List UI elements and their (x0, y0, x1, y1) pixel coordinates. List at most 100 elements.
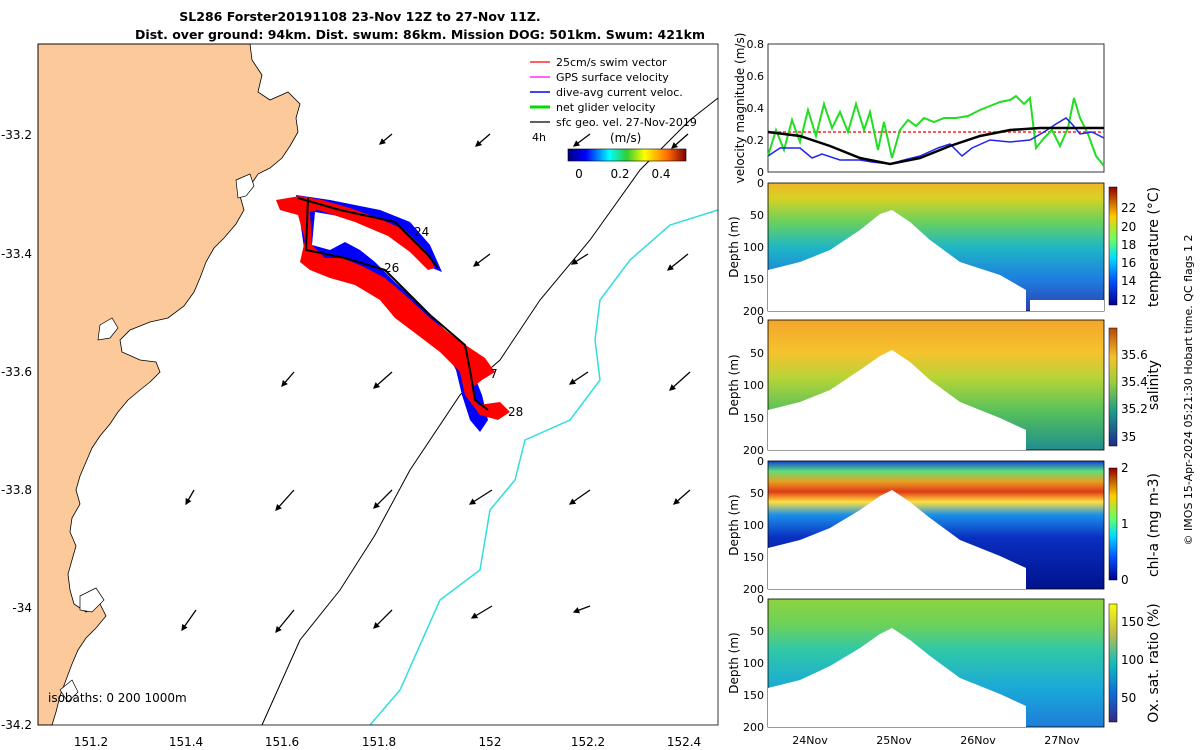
colorbar-tick: 0.4 (651, 167, 670, 181)
cbar-tick: 2 (1121, 461, 1129, 475)
depth-tick: 0 (757, 593, 764, 606)
lat-tick: -33.8 (1, 483, 32, 497)
geo-arrow (669, 371, 691, 391)
legend-label-swim: 25cm/s swim vector (556, 56, 667, 69)
salinity-clabel: salinity (1146, 360, 1162, 410)
day-marker-28: 28 (508, 405, 523, 419)
lon-tick: 151.4 (169, 735, 203, 749)
imos-footer: © IMOS 15-Apr-2024 05:21:30 Hobart time.… (1182, 235, 1195, 546)
oxygen-cticks: 150 100 50 (1121, 615, 1144, 705)
oxygen-yticks: 0 50 100 150 200 (743, 593, 764, 734)
lon-tick: 152.2 (571, 735, 605, 749)
date-tick: 27Nov (1044, 734, 1080, 747)
lat-tick: -33.4 (1, 247, 32, 261)
lat-tick: -34 (12, 601, 32, 615)
cbar-tick: 50 (1121, 691, 1136, 705)
geo-arrow (568, 371, 589, 385)
legend-label-gps: GPS surface velocity (556, 71, 669, 84)
coastal-lake (235, 173, 255, 199)
oxygen-ylabel: Depth (m) (727, 632, 741, 693)
day-marker-26: 26 (384, 261, 399, 275)
legend-label-geo: sfc geo. vel. 27-Nov-2019 (556, 116, 697, 129)
colorbar-tick: 0 (575, 167, 583, 181)
depth-tick: 100 (743, 657, 764, 670)
geo-arrow (475, 133, 491, 147)
velocity-panel: 0 0.2 0.4 0.6 0.8 velocity magnitude (m/… (733, 33, 1105, 184)
depth-tick: 200 (743, 305, 764, 318)
figure-title-line2: Dist. over ground: 94km. Dist. swum: 86k… (135, 27, 705, 42)
chla-no-data (768, 490, 1026, 589)
map-lon-axis: 151.2 151.4 151.6 151.8 152 152.2 152.4 (74, 735, 701, 749)
legend-label-net: net glider velocity (556, 101, 656, 114)
lon-tick: 151.8 (362, 735, 396, 749)
lon-tick: 152.4 (667, 735, 701, 749)
velocity-ylabel: velocity magnitude (m/s) (733, 33, 747, 184)
depth-tick: 200 (743, 444, 764, 457)
vel-ytick: 0.8 (747, 38, 765, 51)
geo-arrow (572, 133, 591, 147)
vel-ytick: 0 (757, 166, 764, 179)
depth-tick: 0 (757, 177, 764, 190)
geo-arrow (470, 605, 493, 619)
coastal-lake-2 (97, 317, 119, 341)
depth-tick: 0 (757, 314, 764, 327)
geo-speed-series (767, 126, 1104, 166)
map-legend: 25cm/s swim vector GPS surface velocity … (530, 56, 697, 181)
glider-track-current (296, 195, 488, 432)
temperature-ylabel: Depth (m) (727, 216, 741, 277)
lon-tick: 151.6 (265, 735, 299, 749)
temperature-no-data (768, 210, 1026, 311)
isobath-2000m (369, 209, 719, 726)
cbar-tick: 35.6 (1121, 348, 1148, 362)
cbar-tick: 22 (1121, 201, 1136, 215)
geo-arrow (185, 489, 195, 506)
cbar-tick: 0 (1121, 573, 1129, 587)
lat-tick: -34.2 (1, 718, 32, 732)
cbar-tick: 18 (1121, 238, 1136, 252)
temperature-sparse-casts (1030, 300, 1104, 311)
salinity-cticks: 35.6 35.4 35.2 35 (1121, 348, 1148, 444)
date-tick: 24Nov (792, 734, 828, 747)
depth-tick: 100 (743, 519, 764, 532)
coastline-land (37, 43, 301, 726)
chla-yticks: 0 50 100 150 200 (743, 455, 764, 596)
depth-tick: 150 (743, 273, 764, 286)
geo-arrow (666, 253, 689, 271)
lon-tick: 152 (479, 735, 502, 749)
geo-arrow (181, 609, 197, 632)
geo-arrow (373, 609, 393, 629)
geo-arrow (568, 489, 591, 505)
geo-arrow (570, 253, 589, 265)
date-tick: 26Nov (960, 734, 996, 747)
depth-tick: 150 (743, 551, 764, 564)
oxygen-panel (767, 598, 1105, 728)
figure-title-line1: SL286 Forster20191108 23-Nov 12Z to 27-N… (179, 9, 541, 24)
colorbar-tick: 0.2 (610, 167, 629, 181)
salinity-ylabel: Depth (m) (727, 354, 741, 415)
lon-tick: 151.2 (74, 735, 108, 749)
isobaths-label: isobaths: 0 200 1000m (48, 691, 187, 705)
depth-tick: 150 (743, 689, 764, 702)
geo-arrow (671, 133, 689, 149)
oxygen-no-data (768, 628, 1026, 727)
geo-arrow (472, 253, 491, 267)
cbar-tick: 12 (1121, 293, 1136, 307)
vel-ytick: 0.4 (747, 102, 765, 115)
geo-arrow (379, 133, 393, 145)
salinity-colorbar (1108, 327, 1118, 447)
depth-tick: 200 (743, 721, 764, 734)
cbar-tick: 100 (1121, 653, 1144, 667)
cbar-tick: 35.2 (1121, 402, 1148, 416)
cbar-tick: 14 (1121, 274, 1136, 288)
depth-tick: 0 (757, 455, 764, 468)
geo-arrow (281, 371, 295, 387)
depth-tick: 50 (750, 625, 764, 638)
lat-tick: -33.2 (1, 128, 32, 142)
vel-ytick: 0.6 (747, 70, 765, 83)
chla-cticks: 2 1 0 (1121, 461, 1129, 587)
legend-label-current: dive-avg current veloc. (556, 86, 683, 99)
vel-ytick: 0.2 (747, 134, 765, 147)
speed-colorbar (567, 148, 687, 162)
glider-track-line (297, 197, 489, 411)
temperature-yticks: 0 50 100 150 200 (743, 177, 764, 318)
